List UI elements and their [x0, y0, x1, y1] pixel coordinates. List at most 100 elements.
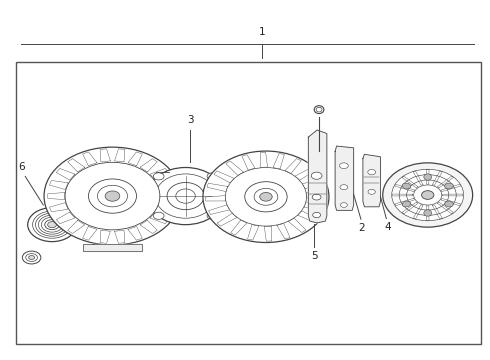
Polygon shape: [56, 212, 75, 224]
Ellipse shape: [402, 201, 411, 207]
Polygon shape: [150, 212, 169, 224]
Ellipse shape: [260, 193, 272, 201]
Polygon shape: [264, 226, 271, 241]
Polygon shape: [260, 152, 268, 167]
Polygon shape: [413, 171, 423, 185]
Polygon shape: [306, 193, 326, 198]
Ellipse shape: [392, 169, 464, 221]
Ellipse shape: [313, 212, 320, 218]
Polygon shape: [140, 159, 157, 172]
Ellipse shape: [41, 217, 63, 232]
Polygon shape: [49, 180, 68, 190]
Polygon shape: [214, 171, 234, 183]
Ellipse shape: [89, 179, 137, 213]
Ellipse shape: [399, 175, 456, 215]
Text: 3: 3: [187, 115, 194, 125]
Polygon shape: [160, 193, 177, 199]
Polygon shape: [289, 218, 306, 233]
Ellipse shape: [213, 185, 223, 207]
Polygon shape: [426, 169, 429, 184]
Polygon shape: [413, 205, 423, 219]
Ellipse shape: [414, 185, 442, 205]
Ellipse shape: [402, 183, 411, 189]
Polygon shape: [128, 226, 142, 240]
Ellipse shape: [312, 194, 321, 200]
Polygon shape: [83, 226, 97, 240]
Polygon shape: [432, 171, 442, 185]
Ellipse shape: [311, 172, 322, 179]
Polygon shape: [335, 146, 354, 210]
Ellipse shape: [421, 191, 434, 199]
Polygon shape: [205, 195, 226, 201]
Polygon shape: [140, 220, 157, 234]
Ellipse shape: [445, 183, 453, 189]
Ellipse shape: [225, 167, 306, 226]
Polygon shape: [304, 202, 325, 210]
Ellipse shape: [153, 212, 164, 219]
Text: 4: 4: [384, 222, 391, 232]
Ellipse shape: [314, 106, 324, 113]
Ellipse shape: [105, 191, 120, 201]
Polygon shape: [308, 130, 327, 223]
Ellipse shape: [340, 185, 348, 190]
Ellipse shape: [340, 163, 348, 168]
Polygon shape: [247, 225, 259, 240]
Polygon shape: [157, 203, 175, 212]
Polygon shape: [295, 167, 315, 180]
Ellipse shape: [368, 189, 375, 194]
Ellipse shape: [28, 208, 76, 242]
Polygon shape: [285, 159, 301, 174]
Polygon shape: [207, 183, 228, 192]
Ellipse shape: [424, 210, 432, 216]
Polygon shape: [438, 202, 453, 214]
Ellipse shape: [445, 201, 453, 207]
Polygon shape: [402, 202, 418, 214]
Polygon shape: [442, 194, 463, 196]
Polygon shape: [48, 193, 65, 199]
Polygon shape: [56, 168, 75, 180]
Text: 1: 1: [259, 27, 266, 37]
Ellipse shape: [23, 251, 41, 264]
Ellipse shape: [45, 220, 59, 230]
Polygon shape: [49, 203, 68, 212]
Polygon shape: [395, 198, 415, 206]
Ellipse shape: [48, 222, 56, 228]
Polygon shape: [298, 211, 318, 223]
Polygon shape: [115, 230, 125, 243]
Ellipse shape: [38, 215, 66, 234]
Text: 5: 5: [311, 251, 318, 261]
Polygon shape: [242, 155, 255, 170]
Polygon shape: [363, 154, 380, 207]
Polygon shape: [68, 220, 85, 234]
Polygon shape: [438, 176, 453, 188]
Polygon shape: [68, 159, 85, 172]
Polygon shape: [432, 205, 442, 219]
Ellipse shape: [35, 213, 69, 236]
Circle shape: [167, 183, 204, 210]
Polygon shape: [100, 230, 110, 243]
Polygon shape: [83, 152, 97, 166]
Ellipse shape: [316, 107, 322, 112]
Circle shape: [176, 189, 196, 203]
Ellipse shape: [44, 147, 181, 245]
Polygon shape: [441, 198, 461, 206]
Text: 6: 6: [19, 162, 25, 172]
Ellipse shape: [32, 211, 72, 238]
Polygon shape: [231, 220, 247, 235]
Polygon shape: [395, 184, 415, 192]
Circle shape: [147, 167, 224, 225]
Ellipse shape: [207, 212, 218, 219]
Polygon shape: [441, 184, 461, 192]
Polygon shape: [277, 224, 290, 239]
Polygon shape: [226, 161, 244, 175]
Text: 2: 2: [359, 223, 365, 233]
Ellipse shape: [407, 180, 449, 210]
Ellipse shape: [203, 151, 329, 243]
Ellipse shape: [153, 173, 164, 180]
Ellipse shape: [245, 182, 287, 212]
Ellipse shape: [26, 253, 37, 261]
Ellipse shape: [341, 203, 347, 207]
Polygon shape: [209, 205, 229, 215]
FancyBboxPatch shape: [16, 62, 481, 344]
Polygon shape: [115, 149, 125, 162]
